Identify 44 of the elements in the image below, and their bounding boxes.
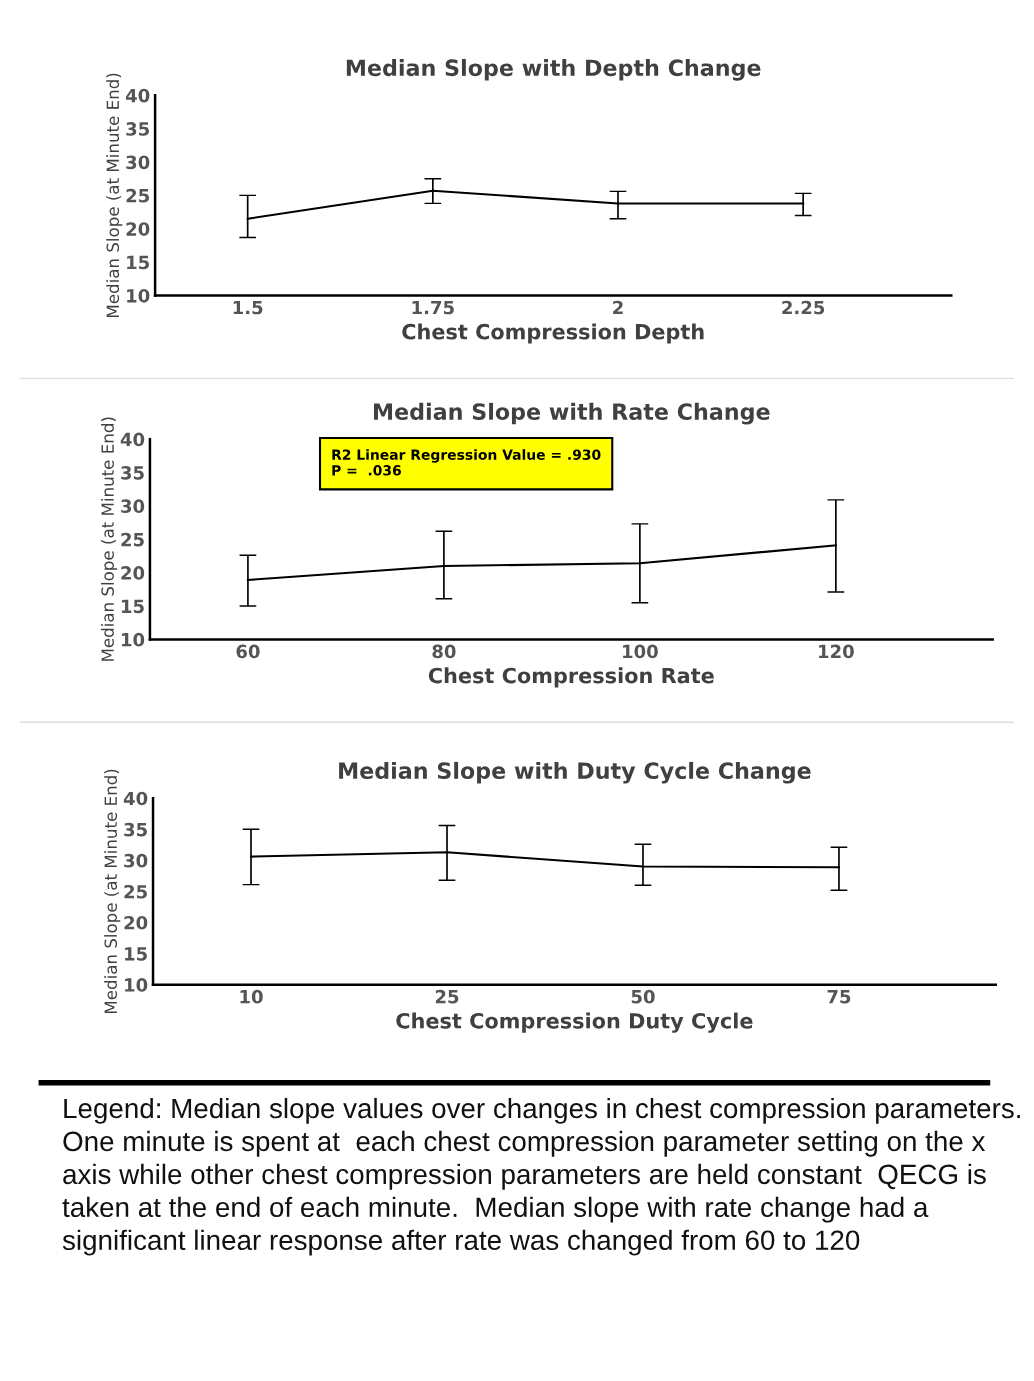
y-tick-label: 30 <box>126 155 150 170</box>
chart-title: Median Slope with Depth Change <box>346 58 761 81</box>
y-tick-label: 40 <box>123 791 148 806</box>
annotation: R2 Linear Regression Value = .930 P = .036 <box>332 449 601 476</box>
chart-title: Median Slope with Duty Cycle Change <box>339 761 811 784</box>
y-tick-label: 10 <box>127 288 150 303</box>
y-tick-label: 20 <box>126 222 150 236</box>
x-tick-label: 1.5 <box>233 300 263 315</box>
y-tick-label: 30 <box>124 853 148 868</box>
y-axis-title: Median Slope (at Minute End) <box>104 769 121 1013</box>
x-tick-label: 10 <box>240 989 263 1004</box>
x-tick-label: 120 <box>819 644 854 659</box>
y-tick-label: 20 <box>121 566 145 580</box>
x-axis-title: Chest Compression Rate <box>428 667 714 688</box>
y-tick-label: 25 <box>121 532 144 547</box>
y-tick-label: 15 <box>127 255 149 270</box>
y-tick-label: 30 <box>121 499 145 514</box>
x-tick-label: 100 <box>623 644 658 659</box>
y-tick-label: 35 <box>126 122 149 136</box>
x-tick-label: 25 <box>435 989 459 1004</box>
x-tick-label: 50 <box>631 989 655 1004</box>
x-tick-label: 2 <box>613 300 623 315</box>
y-tick-label: 25 <box>124 884 147 899</box>
y-axis-title: Median Slope (at Minute End) <box>106 73 123 317</box>
y-tick-label: 40 <box>120 432 145 447</box>
text: Legend: Median slope values over changes in chest compression parameters. One minute is spent at each chest compression parameter setting on the x axis while other chest compression parameters are held constant QECG is taken at the end of each minute. Median slope with rate change had a significant linear response after rate was changed from 60 to 120 <box>62 1097 1020 1256</box>
y-tick-label: 15 <box>121 599 144 614</box>
y-tick-label: 15 <box>125 947 147 961</box>
y-tick-label: 40 <box>125 88 150 103</box>
y-tick-label: 20 <box>124 915 148 930</box>
x-tick-label: 80 <box>432 644 456 659</box>
y-tick-label: 10 <box>121 632 145 647</box>
y-tick-label: 10 <box>125 978 148 992</box>
x-tick-label: 75 <box>827 990 851 1004</box>
x-axis-title: Chest Compression Depth <box>402 323 704 344</box>
chart-title: Median Slope with Rate Change <box>374 402 770 425</box>
x-axis-title: Chest Compression Duty Cycle <box>396 1012 753 1033</box>
y-tick-label: 35 <box>124 822 147 837</box>
y-tick-label: 35 <box>121 465 144 480</box>
y-axis-title: Median Slope (at Minute End) <box>101 417 118 661</box>
x-tick-label: 1.75 <box>412 300 454 315</box>
x-tick-label: 2.25 <box>782 300 825 315</box>
x-tick-label: 60 <box>236 644 260 659</box>
y-tick-label: 25 <box>126 188 149 203</box>
